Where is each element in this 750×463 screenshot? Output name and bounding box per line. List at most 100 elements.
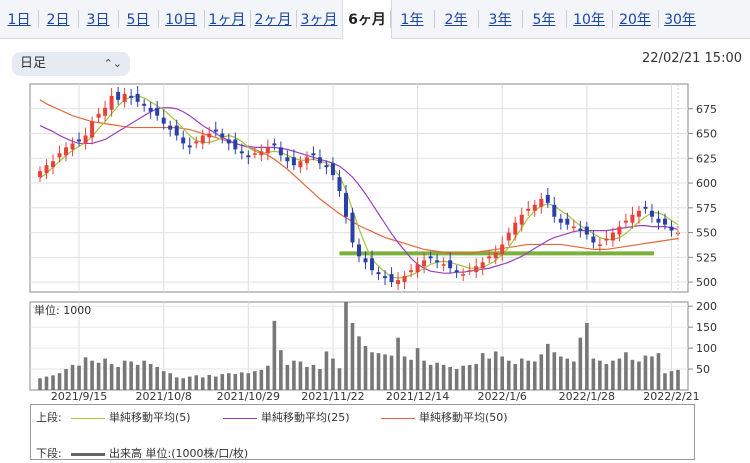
volume-tick-label: 100	[696, 342, 717, 355]
volume-bar	[285, 364, 290, 390]
candle-body	[454, 270, 459, 273]
tab-separator	[612, 10, 613, 28]
candle-body	[304, 157, 309, 164]
volume-bar	[513, 364, 518, 390]
candle-body	[148, 107, 153, 112]
candle-body	[623, 220, 628, 223]
candle-body	[428, 256, 433, 259]
candle-body	[591, 236, 596, 243]
tab-1[interactable]: 2日	[46, 12, 70, 28]
candle-body	[350, 212, 355, 243]
x-tick-label: 2021/10/29	[217, 390, 280, 403]
candle-body	[285, 157, 290, 162]
tab-9[interactable]: 1年	[400, 12, 424, 28]
volume-bar	[279, 350, 283, 390]
volume-bar	[461, 365, 465, 390]
candle-body	[181, 137, 186, 144]
candle-body	[376, 272, 381, 275]
candle-body	[57, 153, 62, 158]
tab-separator	[296, 10, 297, 28]
volume-bar	[253, 371, 257, 390]
volume-bar	[630, 359, 635, 390]
tab-7[interactable]: 3ヶ月	[300, 12, 338, 28]
volume-bar	[83, 357, 88, 390]
tab-2[interactable]: 3日	[86, 12, 110, 28]
candle-body	[343, 192, 348, 217]
candle-body	[357, 244, 361, 257]
volume-bar	[331, 358, 335, 390]
x-tick-label: 2021/9/15	[51, 390, 107, 403]
volume-bar	[226, 373, 231, 390]
x-tick-label: 2022/2/21	[643, 390, 699, 403]
candle-body	[383, 276, 388, 279]
candle-body	[174, 125, 179, 136]
tab-separator	[566, 10, 567, 28]
candle-body	[135, 93, 140, 102]
tab-10[interactable]: 2年	[444, 12, 468, 28]
volume-bar	[142, 360, 146, 390]
volume-bar	[38, 378, 42, 390]
tab-13[interactable]: 10年	[573, 12, 605, 28]
candle-body	[194, 141, 199, 144]
tab-separator	[250, 10, 251, 28]
volume-bar	[90, 360, 94, 390]
tab-4[interactable]: 10日	[165, 12, 197, 28]
tab-12[interactable]: 5年	[532, 12, 556, 28]
tab-6[interactable]: 2ヶ月	[254, 12, 292, 28]
tab-separator	[204, 10, 205, 28]
tab-separator	[390, 10, 391, 28]
volume-bar	[663, 373, 667, 390]
candle-period-select[interactable]: 日足 ⌃⌄	[12, 52, 130, 76]
chevron-updown-icon: ⌃⌄	[103, 57, 122, 70]
tab-0[interactable]: 1日	[7, 12, 31, 28]
candle-body	[480, 262, 485, 269]
tab-11[interactable]: 3年	[488, 12, 512, 28]
candle-body	[142, 103, 147, 106]
candle-body	[259, 151, 264, 156]
candle-body	[409, 270, 414, 273]
candle-body	[38, 171, 42, 178]
candle-body	[448, 260, 453, 269]
candle-body	[532, 204, 537, 211]
period-tabs: 1日 2日 3日 5日 10日 1ヶ月 2ヶ月 3ヶ月 6ヶ月 1年 2年 3年 5年 10年 20年 30年	[0, 0, 750, 39]
volume-bar	[474, 364, 478, 390]
volume-bar	[598, 360, 602, 390]
volume-bar	[585, 322, 589, 390]
volume-bar	[213, 376, 218, 390]
tab-14[interactable]: 20年	[619, 12, 651, 28]
candle-body	[617, 226, 622, 235]
volume-bar	[77, 365, 81, 390]
y-tick-label: 650	[696, 128, 717, 141]
tab-15[interactable]: 30年	[664, 12, 696, 28]
candle-body	[116, 91, 121, 100]
candle-body	[578, 228, 583, 231]
candle-body	[636, 210, 641, 217]
volume-bar	[656, 353, 661, 390]
candle-body	[630, 214, 635, 223]
tab-5[interactable]: 1ヶ月	[208, 12, 246, 28]
volume-bar	[44, 376, 49, 390]
tab-3[interactable]: 5日	[126, 12, 150, 28]
candle-body	[317, 157, 322, 164]
candle-period-value: 日足	[20, 56, 47, 71]
legend-ma5: 単純移動平均(5)	[69, 409, 191, 425]
tab-separator	[522, 10, 523, 28]
candle-body	[558, 218, 563, 223]
tab-8[interactable]: 6ヶ月	[342, 0, 392, 39]
timestamp: 22/02/21 15:00	[642, 51, 742, 66]
candle-body	[584, 226, 589, 235]
candle-body	[246, 155, 251, 158]
legend-ma25: 単純移動平均(25)	[221, 409, 350, 425]
volume-bar	[526, 360, 531, 390]
candle-body	[662, 218, 667, 225]
candle-body	[513, 222, 518, 235]
candle-body	[604, 238, 609, 241]
volume-bar	[604, 364, 609, 390]
candle-body	[500, 244, 505, 255]
legend-ma50: 単純移動平均(50)	[379, 409, 508, 425]
x-tick-label: 2021/11/22	[301, 390, 364, 403]
volume-bar	[383, 354, 387, 390]
candle-body	[298, 161, 303, 168]
y-tick-label: 600	[696, 177, 717, 190]
volume-bar	[109, 364, 114, 390]
